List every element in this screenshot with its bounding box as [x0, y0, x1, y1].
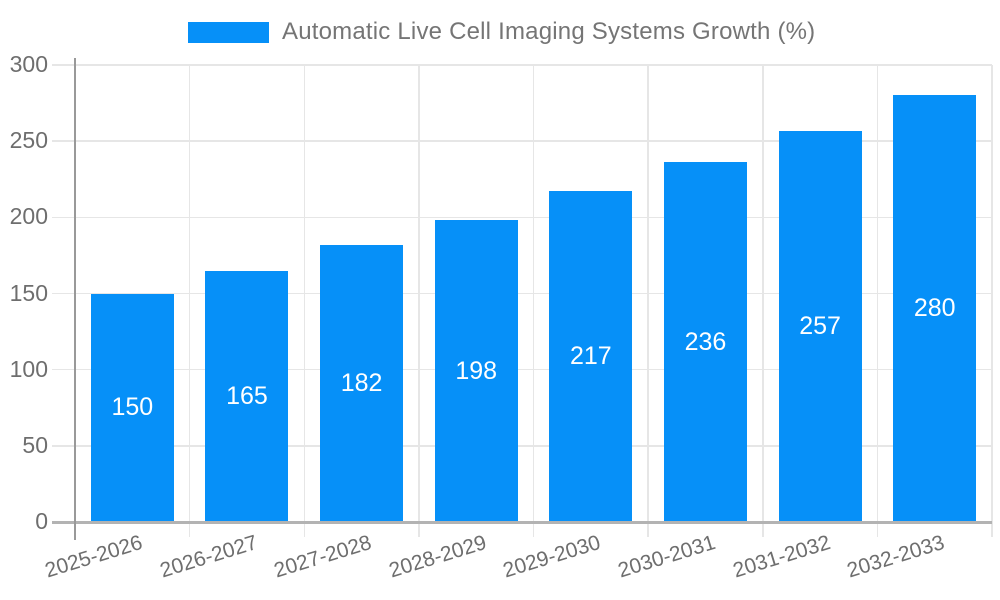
bar[interactable]: 257 [778, 130, 862, 522]
vertical-gridline [762, 65, 764, 537]
bar-value-label: 280 [913, 294, 956, 323]
legend-label: Automatic Live Cell Imaging Systems Grow… [282, 18, 816, 45]
vertical-gridline [876, 65, 879, 537]
y-axis-tick-label: 100 [9, 355, 48, 382]
y-axis-tick-label: 0 [35, 507, 48, 534]
y-axis-tick-label: 250 [9, 127, 48, 154]
bar-value-label: 236 [684, 327, 727, 356]
horizontal-gridline [52, 140, 992, 142]
y-axis-tick-label: 150 [9, 279, 48, 306]
horizontal-gridline [52, 216, 992, 219]
x-axis-tick-label: 2031-2032 [730, 531, 833, 583]
legend-swatch-icon [188, 21, 269, 43]
y-axis-line [74, 58, 76, 540]
bar-value-label: 217 [569, 342, 612, 371]
vertical-gridline [991, 65, 993, 537]
x-axis-tick-label: 2027-2028 [271, 531, 375, 583]
y-axis-tick-label: 200 [9, 203, 48, 230]
x-axis-tick-label: 2032-2033 [844, 531, 948, 583]
bar-value-label: 182 [340, 368, 383, 397]
bar[interactable]: 236 [663, 162, 747, 522]
bar[interactable]: 280 [893, 95, 977, 522]
bar-value-label: 165 [226, 381, 268, 410]
y-axis-tick-label: 50 [22, 431, 48, 458]
bar-value-label: 257 [799, 311, 841, 340]
vertical-gridline [532, 65, 535, 537]
y-axis-tick-label: 300 [9, 50, 48, 77]
horizontal-gridline [52, 64, 992, 66]
horizontal-gridline [52, 445, 992, 447]
vertical-gridline [418, 65, 420, 537]
bar[interactable]: 165 [205, 270, 289, 522]
bar[interactable]: 150 [90, 293, 174, 522]
x-axis-tick-label: 2030-2031 [615, 531, 719, 583]
bar[interactable]: 198 [434, 220, 518, 522]
horizontal-gridline [52, 368, 992, 371]
horizontal-gridline [52, 292, 992, 295]
x-axis-tick-label: 2029-2030 [500, 531, 604, 583]
x-axis-tick-label: 2026-2027 [156, 531, 260, 583]
vertical-gridline [647, 65, 649, 537]
bar-value-label: 150 [111, 393, 154, 422]
vertical-gridline [303, 65, 305, 537]
x-axis-tick-label: 2025-2026 [42, 531, 146, 583]
bar[interactable]: 182 [320, 244, 404, 522]
bar[interactable]: 217 [549, 191, 633, 522]
x-axis-line [52, 520, 992, 524]
legend[interactable]: Automatic Live Cell Imaging Systems Grow… [188, 18, 815, 46]
bar-value-label: 198 [455, 356, 498, 385]
x-axis-tick-label: 2028-2029 [386, 531, 489, 583]
vertical-gridline [188, 65, 191, 537]
